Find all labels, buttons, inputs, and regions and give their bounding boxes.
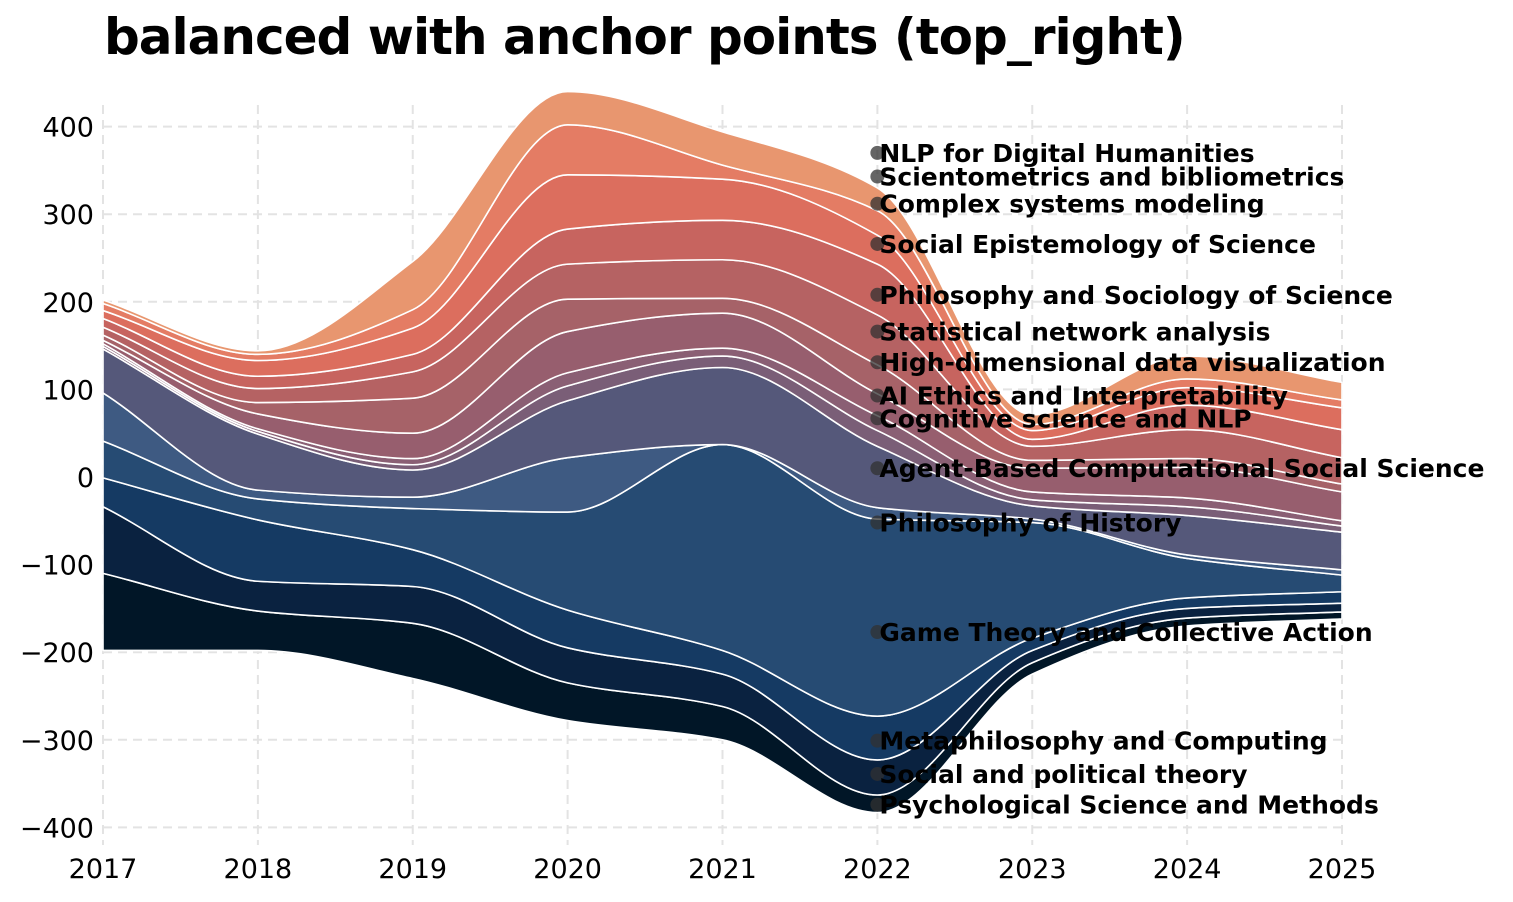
label-high-dimensional-data-visualization: High-dimensional data visualization [879, 348, 1385, 377]
anchor-marker-social-and-political-theory [870, 766, 885, 781]
y-tick-label: −100 [20, 551, 94, 582]
x-tick-label: 2018 [224, 854, 293, 885]
label-cognitive-science-and-nlp: Cognitive science and NLP [879, 404, 1251, 433]
label-complex-systems-modeling: Complex systems modeling [879, 190, 1264, 219]
anchor-markers [870, 145, 885, 812]
y-tick-label: −400 [20, 813, 94, 844]
label-ai-ethics-and-interpretability: AI Ethics and Interpretability [879, 382, 1288, 411]
y-tick-label: −200 [20, 638, 94, 669]
y-tick-label: 300 [42, 200, 94, 231]
label-philosophy-and-sociology-of-science: Philosophy and Sociology of Science [879, 281, 1393, 310]
x-tick-label: 2019 [378, 854, 447, 885]
label-game-theory-and-collective-action: Game Theory and Collective Action [879, 618, 1372, 647]
y-tick-label: 0 [77, 463, 94, 494]
anchor-marker-scientometrics-and-bibliometrics [870, 169, 885, 184]
anchor-marker-social-epistemology-of-science [870, 236, 885, 251]
anchor-marker-agent-based-computational-social-science [870, 461, 885, 476]
x-tick-label: 2025 [1308, 854, 1377, 885]
y-tick-label: 200 [42, 288, 94, 319]
anchor-marker-complex-systems-modeling [870, 196, 885, 211]
stream-labels: NLP for Digital HumanitiesScientometrics… [879, 139, 1484, 820]
x-tick-label: 2017 [69, 854, 138, 885]
anchor-marker-philosophy-and-sociology-of-science [870, 287, 885, 302]
x-axis-ticks: 2017 2018 2019 2020 2021 2022 2023 2024 2025 [69, 854, 1377, 885]
x-tick-label: 2023 [998, 854, 1067, 885]
x-tick-label: 2021 [688, 854, 757, 885]
y-tick-label: 100 [42, 375, 94, 406]
anchor-marker-cognitive-science-and-nlp [870, 411, 885, 426]
label-nlp-for-digital-humanities: NLP for Digital Humanities [879, 139, 1254, 168]
anchor-marker-high-dimensional-data-visualization [870, 355, 885, 370]
label-social-and-political-theory: Social and political theory [879, 760, 1247, 789]
anchor-marker-metaphilosophy-and-computing [870, 733, 885, 748]
x-tick-label: 2020 [533, 854, 602, 885]
stream-nlp-for-digital-humanities [102, 90, 1343, 426]
anchor-marker-philosophy-of-history [870, 515, 885, 530]
anchor-marker-nlp-for-digital-humanities [870, 145, 885, 160]
y-tick-label: 400 [42, 113, 94, 144]
anchor-marker-ai-ethics-and-interpretability [870, 388, 885, 403]
chart-title: balanced with anchor points (top_right) [104, 8, 1186, 66]
label-agent-based-computational-social-science: Agent-Based Computational Social Science [879, 454, 1484, 483]
x-tick-label: 2024 [1153, 854, 1222, 885]
label-philosophy-of-history: Philosophy of History [879, 509, 1181, 538]
label-social-epistemology-of-science: Social Epistemology of Science [879, 230, 1316, 259]
label-metaphilosophy-and-computing: Metaphilosophy and Computing [879, 727, 1327, 756]
y-tick-label: −300 [20, 726, 94, 757]
y-axis-ticks: −400 −300 −200 −100 0 100 200 300 400 [20, 113, 94, 845]
label-psychological-science-and-methods: Psychological Science and Methods [879, 791, 1378, 820]
stream-areas [102, 90, 1343, 814]
label-scientometrics-and-bibliometrics: Scientometrics and bibliometrics [879, 163, 1344, 192]
anchor-marker-statistical-network-analysis [870, 324, 885, 339]
anchor-marker-psychological-science-and-methods [870, 797, 885, 812]
label-statistical-network-analysis: Statistical network analysis [879, 318, 1270, 347]
anchor-marker-game-theory-and-collective-action [870, 625, 885, 640]
x-tick-label: 2022 [843, 854, 912, 885]
